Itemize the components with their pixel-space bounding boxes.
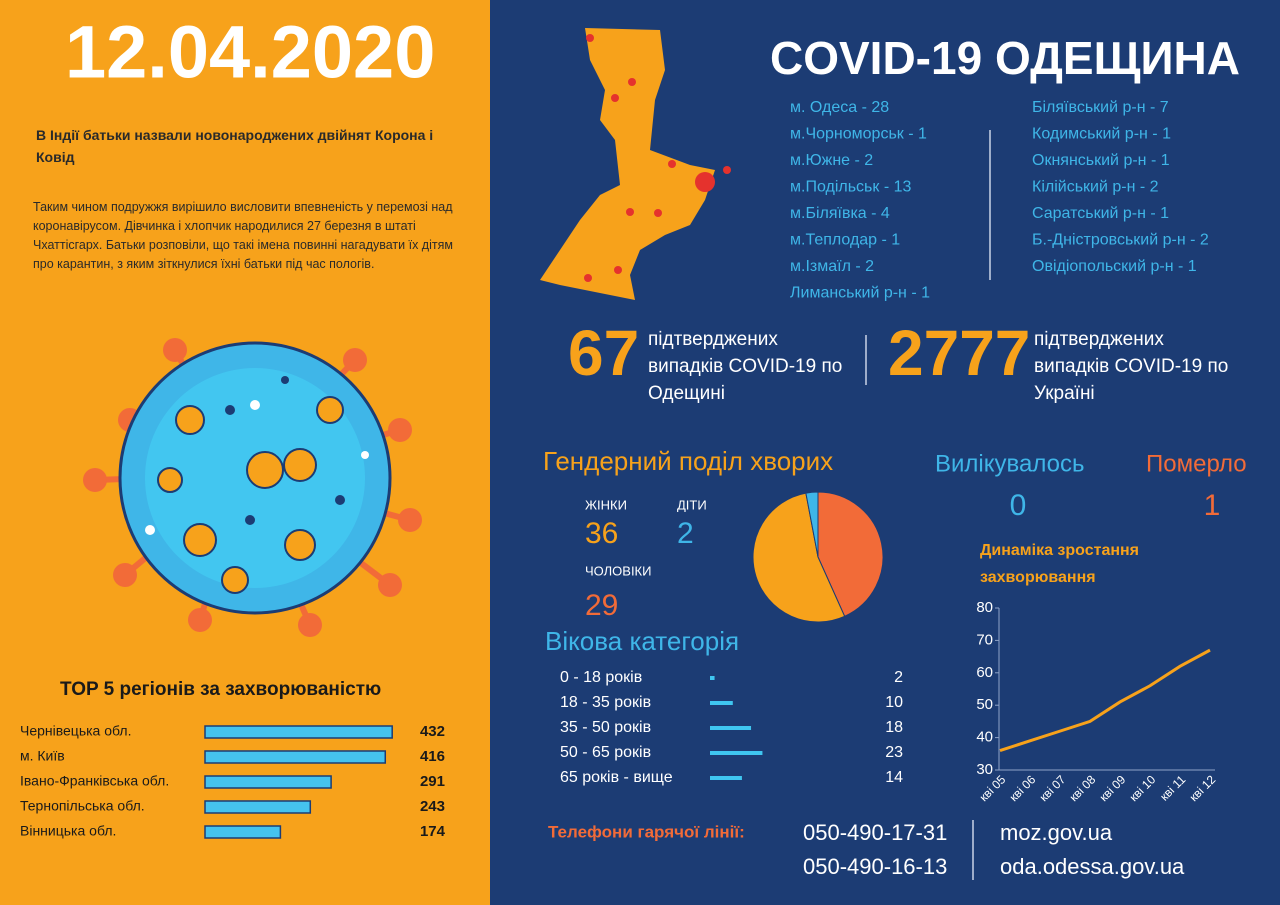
bar bbox=[710, 701, 733, 705]
district-stat: Кодимський р-н - 1 bbox=[1032, 126, 1171, 143]
pie-slice bbox=[752, 492, 846, 623]
category-label: Тернопільська обл. bbox=[20, 798, 145, 814]
value-label: 243 bbox=[420, 798, 445, 815]
value-label: 23 bbox=[885, 744, 903, 761]
y-tick-label: 30 bbox=[976, 761, 993, 778]
value-label: 416 bbox=[420, 748, 445, 765]
chart-title: Вікова категорія bbox=[545, 626, 739, 656]
legend-label: ДІТИ bbox=[677, 497, 707, 512]
value-label: 18 bbox=[885, 719, 903, 736]
bar bbox=[710, 776, 742, 780]
city-stat: Лиманський р-н - 1 bbox=[790, 285, 930, 302]
recovered-value: 0 bbox=[1010, 489, 1027, 522]
date: 12.04.2020 bbox=[65, 11, 435, 94]
value-label: 14 bbox=[885, 769, 903, 786]
value-label: 10 bbox=[885, 694, 903, 711]
legend-label: ЧОЛОВІКИ bbox=[585, 563, 651, 578]
legend-value: 36 bbox=[585, 517, 618, 550]
site: moz.gov.ua bbox=[1000, 820, 1113, 845]
district-stat: Кілійський р-н - 2 bbox=[1032, 179, 1159, 196]
city-stat: м.Теплодар - 1 bbox=[790, 232, 900, 249]
region-map bbox=[540, 28, 731, 300]
recovered-label: Вилікувалось bbox=[935, 450, 1084, 477]
chart-title: Гендерний поділ хворих bbox=[543, 446, 833, 476]
legend-label: ЖІНКИ bbox=[585, 497, 627, 512]
bar bbox=[204, 725, 393, 739]
died-label: Померло bbox=[1146, 450, 1247, 477]
city-stat: м.Ізмаїл - 2 bbox=[790, 258, 874, 275]
bar bbox=[710, 676, 715, 680]
city-stat: м.Южне - 2 bbox=[790, 152, 873, 169]
phone: 050-490-17-31 bbox=[803, 820, 947, 845]
y-tick-label: 70 bbox=[976, 631, 993, 648]
news-title: В Індії батьки назвали новонароджених дв… bbox=[36, 127, 434, 165]
city-stat: м. Одеса - 28 bbox=[790, 99, 889, 116]
bar bbox=[204, 775, 332, 789]
value-label: 291 bbox=[420, 773, 445, 790]
bar bbox=[204, 800, 312, 814]
y-tick-label: 50 bbox=[976, 696, 993, 713]
category-label: 35 - 50 років bbox=[560, 719, 651, 736]
bar bbox=[710, 726, 752, 730]
pie-slice bbox=[817, 491, 884, 617]
category-label: м. Київ bbox=[20, 748, 65, 764]
city-stat: м.Подільськ - 13 bbox=[790, 179, 912, 196]
y-tick-label: 60 bbox=[976, 664, 993, 681]
city-stat: м.Чорноморськ - 1 bbox=[790, 126, 927, 143]
value-label: 2 bbox=[894, 669, 903, 686]
dividers bbox=[865, 130, 991, 880]
city-stat: м.Біляївка - 4 bbox=[790, 205, 890, 222]
category-label: 65 років - вище bbox=[560, 769, 673, 786]
district-stat: Біляївський р-н - 7 bbox=[1032, 99, 1169, 116]
y-tick-label: 40 bbox=[976, 729, 993, 746]
category-label: Вінницька обл. bbox=[20, 823, 116, 839]
bar bbox=[710, 751, 763, 755]
category-label: Івано-Франківська обл. bbox=[20, 773, 169, 789]
district-stat: Окнянський р-н - 1 bbox=[1032, 152, 1170, 169]
bar bbox=[204, 750, 387, 764]
virus-illustration bbox=[83, 338, 422, 637]
value-label: 174 bbox=[420, 823, 446, 840]
category-label: 18 - 35 років bbox=[560, 694, 651, 711]
total-label: підтверджених випадків COVID-19 по Одещи… bbox=[648, 329, 843, 404]
category-label: 50 - 65 років bbox=[560, 744, 651, 761]
news-body: Таким чином подружжя вирішило висловити … bbox=[33, 200, 453, 271]
died-value: 1 bbox=[1204, 489, 1221, 522]
category-label: 0 - 18 років bbox=[560, 669, 642, 686]
pie-slice bbox=[805, 491, 819, 558]
phone: 050-490-16-13 bbox=[803, 854, 947, 879]
site: oda.odessa.gov.ua bbox=[1000, 854, 1185, 879]
district-stat: Саратський р-н - 1 bbox=[1032, 205, 1169, 222]
chart-title: Динаміка зростання захворювання bbox=[980, 542, 1140, 586]
category-label: Чернівецька обл. bbox=[20, 723, 131, 739]
bar bbox=[204, 825, 282, 839]
line-series bbox=[999, 648, 1211, 752]
hotline-label: Телефони гарячої лінії: bbox=[548, 822, 745, 841]
legend-value: 2 bbox=[677, 517, 694, 550]
total-value: 2777 bbox=[888, 317, 1030, 389]
district-stat: Овідіопольский р-н - 1 bbox=[1032, 258, 1197, 275]
total-label: підтверджених випадків COVID-19 по Украї… bbox=[1034, 329, 1229, 404]
district-stat: Б.-Дністровський р-н - 2 bbox=[1032, 232, 1209, 249]
legend-value: 29 bbox=[585, 589, 618, 622]
y-tick-label: 80 bbox=[976, 599, 993, 616]
total-value: 67 bbox=[568, 317, 639, 389]
title: COVID-19 ОДЕЩИНА bbox=[770, 32, 1240, 84]
chart-title: TOP 5 регіонів за захворюваністю bbox=[60, 679, 381, 700]
value-label: 432 bbox=[420, 723, 445, 740]
